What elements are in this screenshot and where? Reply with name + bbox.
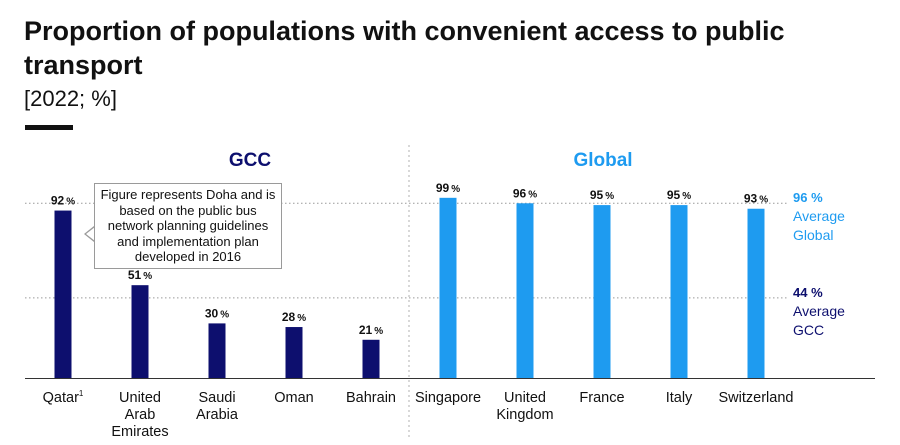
chart-title: Proportion of populations with convenien…: [24, 16, 785, 80]
value-label-oman: 28%: [282, 310, 306, 324]
bar-oman: [285, 327, 303, 378]
value-label-qatar: 92%: [51, 194, 75, 208]
average-value-average-gcc: 44 %: [793, 285, 823, 300]
group-label-gcc: GCC: [229, 150, 272, 171]
bar-united-kingdom: [516, 203, 534, 378]
bar-italy: [670, 205, 688, 378]
x-tick-label-switzerland: Switzerland: [719, 390, 794, 406]
bar-switzerland: [747, 208, 765, 378]
bar-saudi-arabia: [208, 323, 226, 378]
value-label-saudi-arabia: 30%: [205, 306, 229, 320]
bar-bahrain: [362, 339, 380, 378]
bar-singapore: [439, 197, 457, 378]
bar-france: [593, 205, 611, 378]
value-label-france: 95%: [590, 188, 614, 202]
x-tick-label-united-arab-emirates: United Arab Emirates: [111, 390, 168, 440]
average-label-average-gcc-2: GCC: [793, 322, 824, 338]
bar-qatar: [54, 210, 72, 378]
x-tick-label-saudi-arabia: Saudi Arabia: [196, 390, 239, 423]
x-tick-label-france: France: [579, 390, 624, 406]
value-label-italy: 95%: [667, 188, 691, 202]
x-tick-label-bahrain: Bahrain: [346, 390, 396, 406]
value-label-united-kingdom: 96%: [513, 186, 537, 200]
average-label-average-global-1: Average: [793, 208, 845, 224]
value-label-switzerland: 93%: [744, 192, 768, 206]
x-tick-label-qatar: Qatar1: [43, 389, 84, 406]
value-label-united-arab-emirates: 51%: [128, 268, 152, 282]
x-tick-label-united-kingdom: United Kingdom: [496, 390, 553, 423]
qatar-annotation-note: Figure represents Doha and is based on t…: [94, 183, 282, 269]
x-tick-label-singapore: Singapore: [415, 390, 481, 406]
annotation-pointer-fill: [86, 227, 95, 241]
group-label-global: Global: [573, 150, 632, 171]
value-label-singapore: 99%: [436, 181, 460, 195]
value-label-bahrain: 21%: [359, 323, 383, 337]
average-value-average-global: 96 %: [793, 190, 823, 205]
bar-united-arab-emirates: [131, 285, 149, 378]
chart-subtitle: [2022; %]: [24, 86, 117, 111]
x-tick-label-oman: Oman: [274, 390, 314, 406]
average-label-average-global-2: Global: [793, 227, 833, 243]
title-underline: [25, 125, 73, 130]
average-label-average-gcc-1: Average: [793, 303, 845, 319]
x-tick-label-italy: Italy: [666, 390, 693, 406]
